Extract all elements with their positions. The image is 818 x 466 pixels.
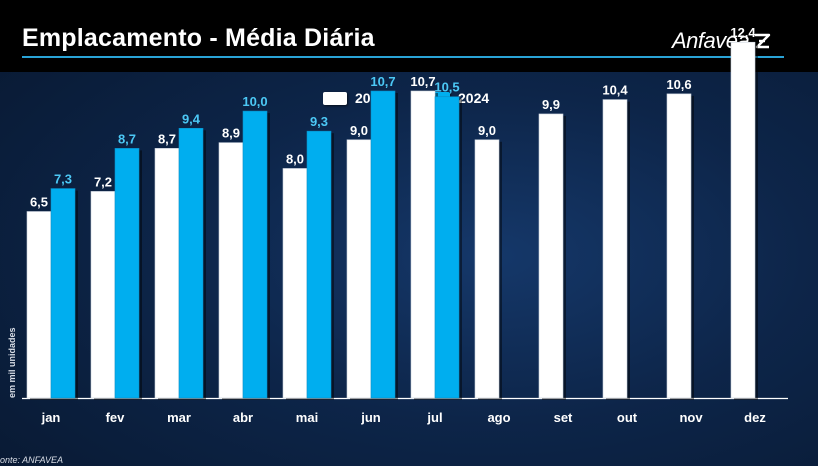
x-tick-nov: nov (679, 410, 703, 425)
x-tick-fev: fev (106, 410, 126, 425)
data-label-2023-set: 9,9 (542, 97, 560, 112)
data-label-2023-dez: 12,4 (730, 25, 756, 40)
header-bar: Emplacamento - Média Diária Anfavea (0, 0, 818, 72)
x-tick-out: out (617, 410, 638, 425)
source-note: onte: ANFAVEA (0, 455, 64, 465)
bar-2023-out (602, 99, 628, 399)
bar-2024-jun (370, 90, 396, 399)
data-label-2024-fev: 8,7 (118, 131, 136, 146)
bar-2023-nov (666, 93, 692, 399)
bar-2023-mai (282, 168, 308, 399)
bar-2024-mar (178, 127, 204, 399)
data-label-2023-jul: 10,7 (410, 74, 435, 89)
y-axis-label: em mil unidades (7, 327, 17, 398)
bar-2023-dez (730, 41, 756, 399)
data-label-2024-jun: 10,7 (370, 74, 395, 89)
x-tick-jul: jul (426, 410, 442, 425)
bar-2023-mar (154, 148, 180, 399)
x-tick-jun: jun (360, 410, 381, 425)
bar-2023-abr (218, 142, 244, 399)
logo-emblem-icon (755, 33, 771, 49)
data-label-2023-abr: 8,9 (222, 126, 240, 141)
data-label-2024-abr: 10,0 (242, 94, 267, 109)
data-label-2024-jan: 7,3 (54, 172, 72, 187)
data-label-2023-jan: 6,5 (30, 195, 48, 210)
x-tick-set: set (554, 410, 573, 425)
data-label-2023-ago: 9,0 (478, 123, 496, 138)
bar-group: 6,5 7,3 jan 7,2 8,7 fev 8,7 9,4 mar 8,9 10,0 abr 8,0… (22, 25, 788, 425)
bar-2024-abr (242, 110, 268, 399)
bar-2023-jun (346, 139, 372, 399)
bar-2024-mai (306, 130, 332, 399)
x-tick-jan: jan (41, 410, 61, 425)
data-label-2024-mar: 9,4 (182, 111, 201, 126)
data-label-2023-fev: 7,2 (94, 174, 112, 189)
bar-2024-fev (114, 148, 140, 399)
legend-label-2024: 2024 (458, 90, 490, 106)
bar-2024-jan (50, 188, 76, 399)
data-label-2023-jun: 9,0 (350, 123, 368, 138)
legend-swatch-2023 (323, 91, 347, 105)
data-label-2024-jul: 10,5 (434, 80, 459, 95)
title-divider (22, 56, 784, 58)
bar-2023-set (538, 113, 564, 399)
bar-2023-fev (90, 191, 116, 399)
x-tick-dez: dez (744, 410, 766, 425)
bar-2024-jul (434, 96, 460, 399)
x-tick-ago: ago (487, 410, 510, 425)
data-label-2023-nov: 10,6 (666, 77, 691, 92)
bar-2023-jan (26, 211, 52, 399)
page-title: Emplacamento - Média Diária (22, 24, 375, 52)
data-label-2023-out: 10,4 (602, 83, 628, 98)
x-tick-abr: abr (233, 410, 253, 425)
bar-2023-ago (474, 139, 500, 399)
bar-2023-jul (410, 90, 436, 399)
x-tick-mai: mai (296, 410, 318, 425)
data-label-2024-mai: 9,3 (310, 114, 328, 129)
data-label-2023-mai: 8,0 (286, 151, 304, 166)
data-label-2023-mar: 8,7 (158, 131, 176, 146)
x-tick-mar: mar (167, 410, 191, 425)
